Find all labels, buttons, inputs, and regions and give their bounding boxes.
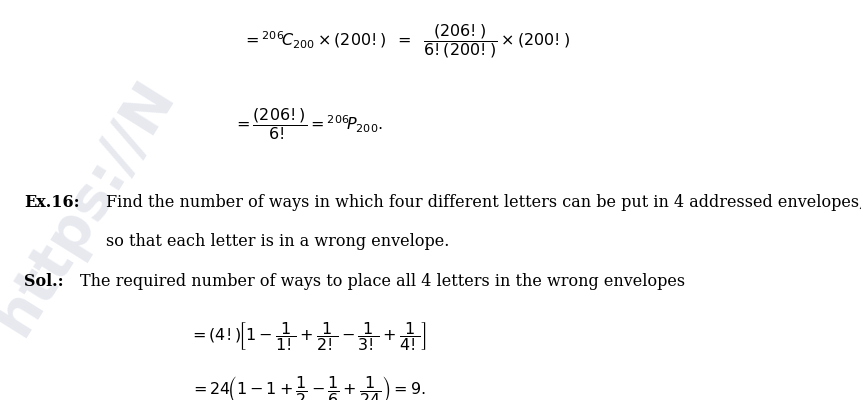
Text: The required number of ways to place all 4 letters in the wrong envelopes: The required number of ways to place all… <box>80 272 684 290</box>
Text: $= 24\!\left(1-1+\dfrac{1}{2}-\dfrac{1}{6}+\dfrac{1}{24}\right) = 9.$: $= 24\!\left(1-1+\dfrac{1}{2}-\dfrac{1}{… <box>190 374 426 400</box>
Text: Sol.:: Sol.: <box>24 272 64 290</box>
Text: https://N: https://N <box>0 70 185 345</box>
Text: $= (4!)\!\left[1-\dfrac{1}{1!}+\dfrac{1}{2!}-\dfrac{1}{3!}+\dfrac{1}{4!}\right]$: $= (4!)\!\left[1-\dfrac{1}{1!}+\dfrac{1}… <box>189 320 427 352</box>
Text: $= {}^{206}\!C_{200} \times (200!) \;\; = \;\; \dfrac{(206!)}{6!(200!)}\times(20: $= {}^{206}\!C_{200} \times (200!) \;\; … <box>241 22 569 60</box>
Text: $= \dfrac{(206!)}{6!} = {}^{206}\!P_{200}.$: $= \dfrac{(206!)}{6!} = {}^{206}\!P_{200… <box>233 106 383 142</box>
Text: Ex.16:: Ex.16: <box>24 194 79 211</box>
Text: Find the number of ways in which four different letters can be put in 4 addresse: Find the number of ways in which four di… <box>106 194 861 211</box>
Text: so that each letter is in a wrong envelope.: so that each letter is in a wrong envelo… <box>106 233 449 250</box>
